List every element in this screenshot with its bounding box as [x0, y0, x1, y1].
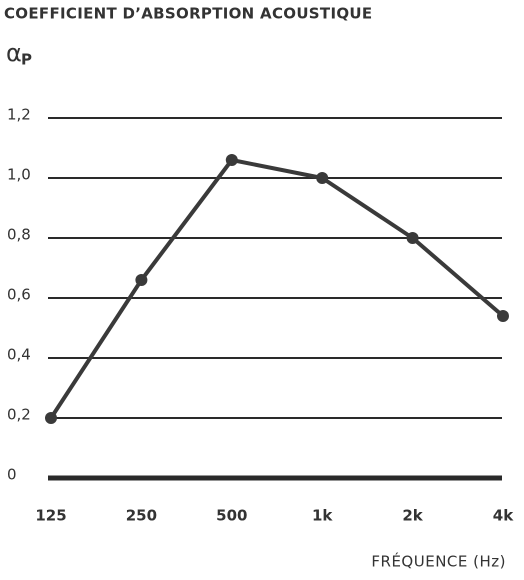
y-tick-label: 1,0	[7, 166, 31, 184]
x-tick-label: 2k	[402, 507, 423, 525]
point	[225, 154, 238, 166]
y-tick-label: 0,4	[7, 346, 31, 364]
y-tick-label: 1,2	[7, 106, 31, 124]
y-axis-label-subscript: P	[21, 51, 32, 69]
x-tick-label: 500	[216, 507, 247, 525]
y-tick-label: 0,8	[7, 226, 31, 244]
point	[135, 274, 148, 286]
x-tick-label: 125	[35, 507, 66, 525]
x-axis-label: FRÉQUENCE (Hz)	[371, 552, 506, 571]
point	[316, 172, 329, 184]
point	[497, 310, 509, 322]
x-tick-label: 1k	[312, 507, 333, 525]
x-tick-label: 250	[126, 507, 157, 525]
line	[49, 158, 505, 420]
point	[45, 412, 57, 424]
y-tick-label: 0,2	[7, 406, 31, 424]
point	[406, 232, 419, 244]
x-tick-label: 4k	[493, 507, 514, 525]
y-tick-label: 0,6	[7, 286, 31, 304]
y-tick-label: 0	[7, 466, 17, 484]
y-axis-label: α	[6, 39, 22, 67]
chart-title: COEFFICIENT D’ABSORPTION ACOUSTIQUE	[4, 5, 372, 23]
